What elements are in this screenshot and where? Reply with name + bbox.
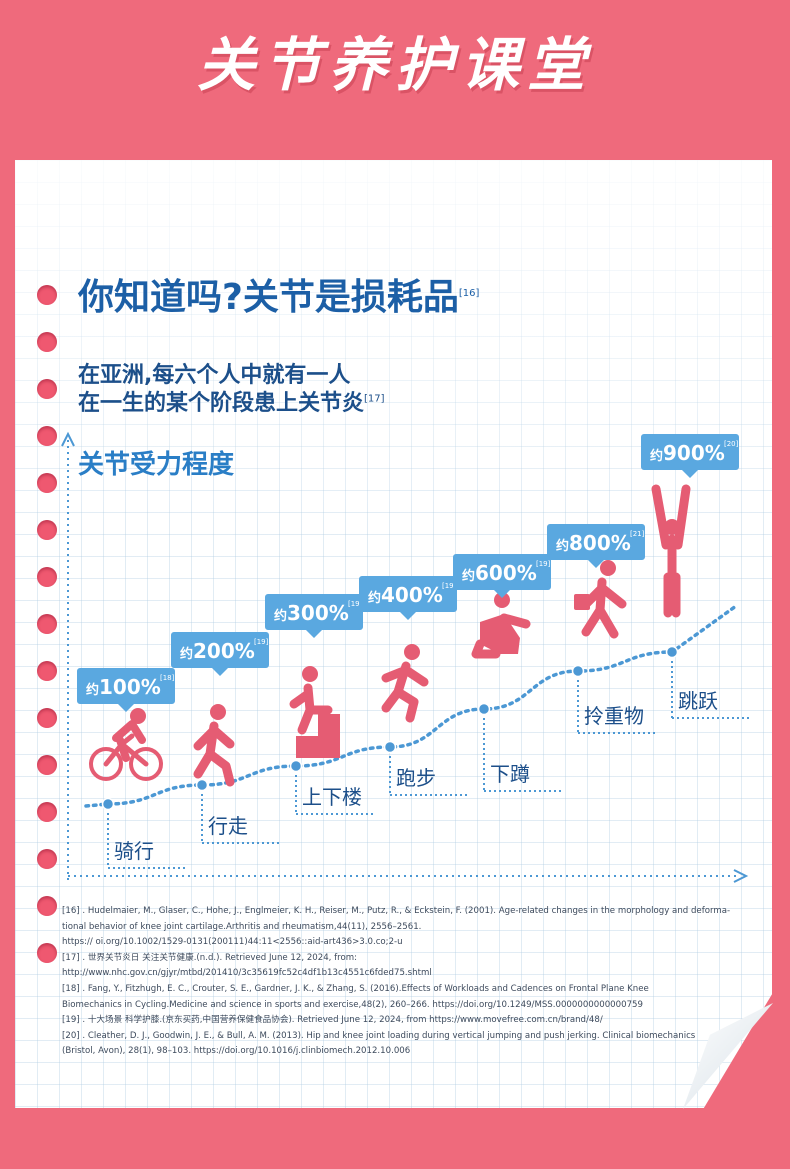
reference-line: tional behavior of knee joint cartilage.… [62,921,422,932]
binder-hole [37,332,57,352]
subtitle-ref: [17] [364,393,385,405]
binder-hole [37,614,57,634]
binder-hole [37,661,57,681]
binder-hole [37,379,57,399]
reference-line: (Bristol, Avon), 28(1), 98–103. https://… [62,1046,411,1057]
binder-hole [37,473,57,493]
binder-hole [37,520,57,540]
reference-line: http://www.nhc.gov.cn/gjyr/mtbd/201410/3… [62,968,432,979]
title-ref: [16] [458,288,480,299]
binder-hole [37,285,57,305]
binder-hole [37,849,57,869]
binder-hole [37,708,57,728]
chart-title: 关节受力程度 [78,450,235,480]
reference-line: https:// oi.org/10.1002/1529-0131(200111… [62,937,403,948]
page-title: 你知道吗?关节是损耗品[16] [78,277,480,318]
banner-title: 关节养护课堂 [196,31,593,99]
reference-line: [17] . 世界关节炎日 关注关节健康.(n.d.). Retrieved J… [62,952,358,963]
binder-hole [37,755,57,775]
reference-line: [20] . Cleather, D. J., Goodwin, J. E., … [62,1030,696,1041]
binder-hole [37,943,57,963]
reference-line: [18] . Fang, Y., Fitzhugh, E. C., Croute… [62,983,649,994]
binder-hole [37,426,57,446]
references: [16] . Hudelmaier, M., Glaser, C., Hohe,… [62,904,752,1060]
binder-hole [37,567,57,587]
reference-line: Biomechanics in Cycling.Medicine and sci… [62,999,643,1010]
subtitle-line-1: 在亚洲,每六个人中就有一人 [78,363,351,388]
reference-line: [16] . Hudelmaier, M., Glaser, C., Hohe,… [62,906,731,916]
banner: 关节养护课堂 [0,0,790,120]
binder-hole [37,802,57,822]
reference-line: [19] . 十大场景 科学护膝.(京东买药,中国营养保健食品协会). Retr… [62,1015,603,1026]
subtitle-line-2: 在一生的某个阶段患上关节炎[17] [78,391,385,416]
binder-hole [37,896,57,916]
